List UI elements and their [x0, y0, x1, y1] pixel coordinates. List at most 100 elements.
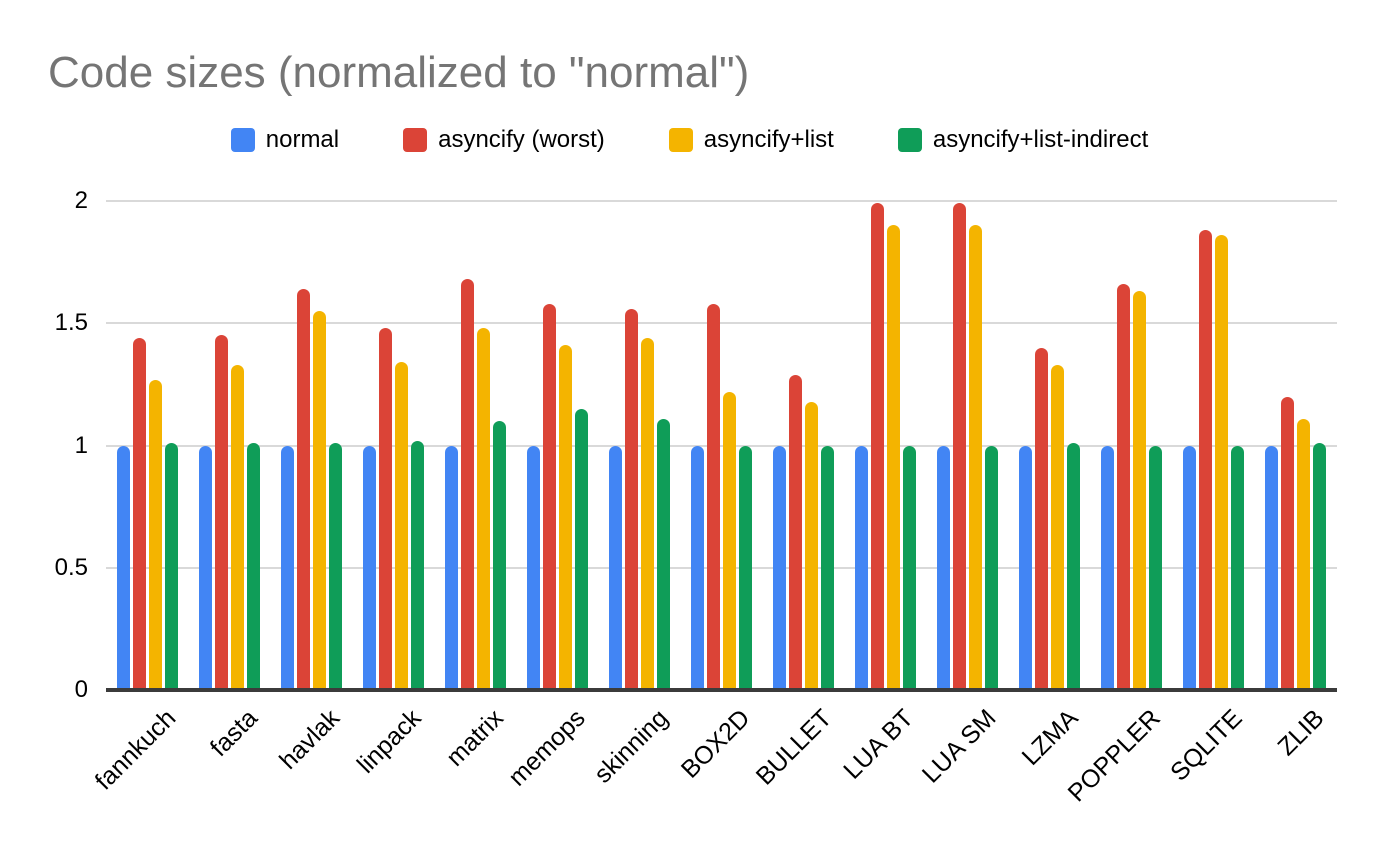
x-axis-label-lzma: LZMA	[1016, 704, 1084, 771]
legend-swatch-asyncify-worst	[403, 128, 428, 152]
bar-group-poppler: POPPLER	[1062, 201, 1173, 807]
bar-asyncify-list-fannkuch	[148, 379, 162, 690]
y-axis-tick-label-0: 0	[74, 676, 88, 703]
y-axis-tick-label-2: 2	[74, 187, 88, 214]
x-axis-label-skinning: skinning	[588, 704, 674, 789]
bar-group-lzma: LZMA	[1009, 201, 1091, 771]
bar-asyncify-list-indirect-fannkuch	[164, 443, 178, 690]
legend-label-asyncify-list: asyncify+list	[703, 126, 834, 153]
bar-normal-havlak	[280, 445, 294, 690]
bar-asyncify-list-indirect-lua-bt	[903, 445, 917, 690]
bar-group-zlib: ZLIB	[1255, 201, 1337, 761]
y-axis-tick-label-1.5: 1.5	[54, 309, 88, 337]
bar-asyncify-list-indirect-sqlite	[1231, 445, 1245, 690]
bar-asyncify-list-indirect-box2d	[738, 445, 752, 690]
bar-normal-lzma	[1019, 445, 1033, 690]
bar-group-lua-bt: LUA BT	[839, 201, 927, 785]
bar-asyncify-list-lzma	[1051, 364, 1065, 690]
gridline-0.5	[106, 566, 1337, 569]
bar-asyncify-worst-lua-sm	[953, 203, 967, 690]
bar-group-fannkuch: fannkuch	[89, 201, 188, 796]
bar-group-sqlite: SQLITE	[1165, 201, 1255, 787]
bar-group-skinning: skinning	[589, 201, 680, 789]
bar-asyncify-list-indirect-bullet	[821, 445, 835, 690]
legend-item-asyncify-list: asyncify+list	[668, 126, 834, 154]
legend-swatch-asyncify-list-indirect	[897, 128, 922, 152]
bar-asyncify-worst-fasta	[214, 335, 228, 690]
bar-normal-linpack	[362, 445, 376, 690]
x-axis-label-matrix: matrix	[441, 704, 510, 772]
bar-asyncify-list-fasta	[230, 364, 244, 690]
bar-group-linpack: linpack	[352, 201, 434, 779]
y-axis-tick-label-0.5: 0.5	[54, 553, 88, 581]
bar-group-matrix: matrix	[434, 201, 516, 772]
bar-group-box2d: BOX2D	[676, 201, 762, 784]
bar-normal-bullet	[773, 445, 787, 690]
x-axis-label-zlib: ZLIB	[1272, 704, 1330, 762]
bar-asyncify-list-bullet	[805, 401, 819, 690]
chart-title: Code sizes (normalized to "normal")	[48, 48, 750, 97]
bar-asyncify-list-memops	[558, 345, 572, 690]
bar-asyncify-list-indirect-memops	[574, 408, 588, 690]
x-axis-label-fannkuch: fannkuch	[89, 704, 181, 796]
bar-asyncify-list-poppler	[1133, 291, 1147, 690]
bar-group-lua-sm: LUA SM	[917, 201, 1009, 789]
legend-label-asyncify-worst: asyncify (worst)	[438, 126, 605, 153]
bar-asyncify-list-havlak	[312, 311, 326, 690]
x-axis-label-sqlite: SQLITE	[1164, 704, 1248, 787]
legend-swatch-asyncify-list	[668, 128, 693, 152]
x-axis-label-lua-sm: LUA SM	[916, 704, 1002, 789]
legend-label-asyncify-list-indirect: asyncify+list-indirect	[932, 126, 1149, 153]
bar-asyncify-list-indirect-lua-sm	[985, 445, 999, 690]
bar-asyncify-worst-skinning	[624, 308, 638, 690]
plot-area: fannkuch fasta havlak linpack matrix memops sk…	[55, 188, 1337, 807]
bar-asyncify-list-indirect-poppler	[1149, 445, 1163, 690]
bar-asyncify-list-indirect-lzma	[1067, 443, 1081, 690]
bar-normal-zlib	[1265, 445, 1279, 690]
bar-asyncify-worst-matrix	[460, 279, 474, 690]
bar-asyncify-list-zlib	[1297, 418, 1311, 690]
x-axis-label-memops: memops	[503, 704, 592, 792]
bar-asyncify-list-indirect-skinning	[656, 418, 670, 690]
bar-asyncify-worst-fannkuch	[132, 337, 146, 690]
bar-asyncify-worst-sqlite	[1199, 230, 1213, 690]
bar-asyncify-list-box2d	[722, 391, 736, 690]
bar-asyncify-list-linpack	[394, 362, 408, 690]
bar-normal-fasta	[198, 445, 212, 690]
gridline-2	[106, 200, 1337, 202]
x-axis-label-fasta: fasta	[204, 704, 263, 763]
bar-normal-matrix	[444, 445, 458, 690]
legend: normal asyncify (worst) asyncify+list async…	[0, 126, 1379, 154]
bar-group-memops: memops	[504, 201, 598, 792]
bar-group-havlak: havlak	[270, 201, 352, 775]
bar-asyncify-list-indirect-havlak	[328, 443, 342, 690]
bar-asyncify-list-indirect-matrix	[492, 421, 506, 690]
bar-asyncify-list-lua-sm	[969, 225, 983, 690]
bar-normal-skinning	[608, 445, 622, 690]
bar-normal-fannkuch	[116, 445, 130, 690]
bar-asyncify-worst-lua-bt	[871, 203, 885, 690]
x-axis-label-box2d: BOX2D	[675, 704, 756, 784]
x-axis-label-linpack: linpack	[352, 704, 428, 779]
bar-asyncify-list-matrix	[476, 328, 490, 690]
y-axis-tick-label-1: 1	[74, 431, 88, 459]
legend-item-asyncify-list-indirect: asyncify+list-indirect	[897, 126, 1149, 154]
bar-asyncify-worst-zlib	[1281, 396, 1295, 690]
legend-label-normal: normal	[265, 126, 340, 153]
bar-asyncify-list-indirect-zlib	[1313, 443, 1327, 690]
bar-asyncify-list-sqlite	[1215, 235, 1229, 690]
bar-normal-box2d	[690, 445, 704, 690]
x-axis-label-havlak: havlak	[274, 704, 345, 775]
bar-asyncify-worst-havlak	[296, 289, 310, 690]
bar-asyncify-worst-bullet	[789, 374, 803, 690]
bar-asyncify-worst-linpack	[378, 328, 392, 690]
gridline-1	[106, 444, 1337, 447]
bar-asyncify-worst-memops	[542, 303, 556, 690]
bar-asyncify-list-indirect-fasta	[246, 443, 260, 690]
bar-group-bullet: BULLET	[751, 201, 845, 791]
legend-item-asyncify-worst: asyncify (worst)	[403, 126, 605, 154]
bar-asyncify-worst-poppler	[1117, 284, 1131, 690]
bar-normal-lua-sm	[937, 445, 951, 690]
legend-item-normal: normal	[230, 126, 340, 154]
x-axis-label-lua-bt: LUA BT	[838, 704, 920, 785]
